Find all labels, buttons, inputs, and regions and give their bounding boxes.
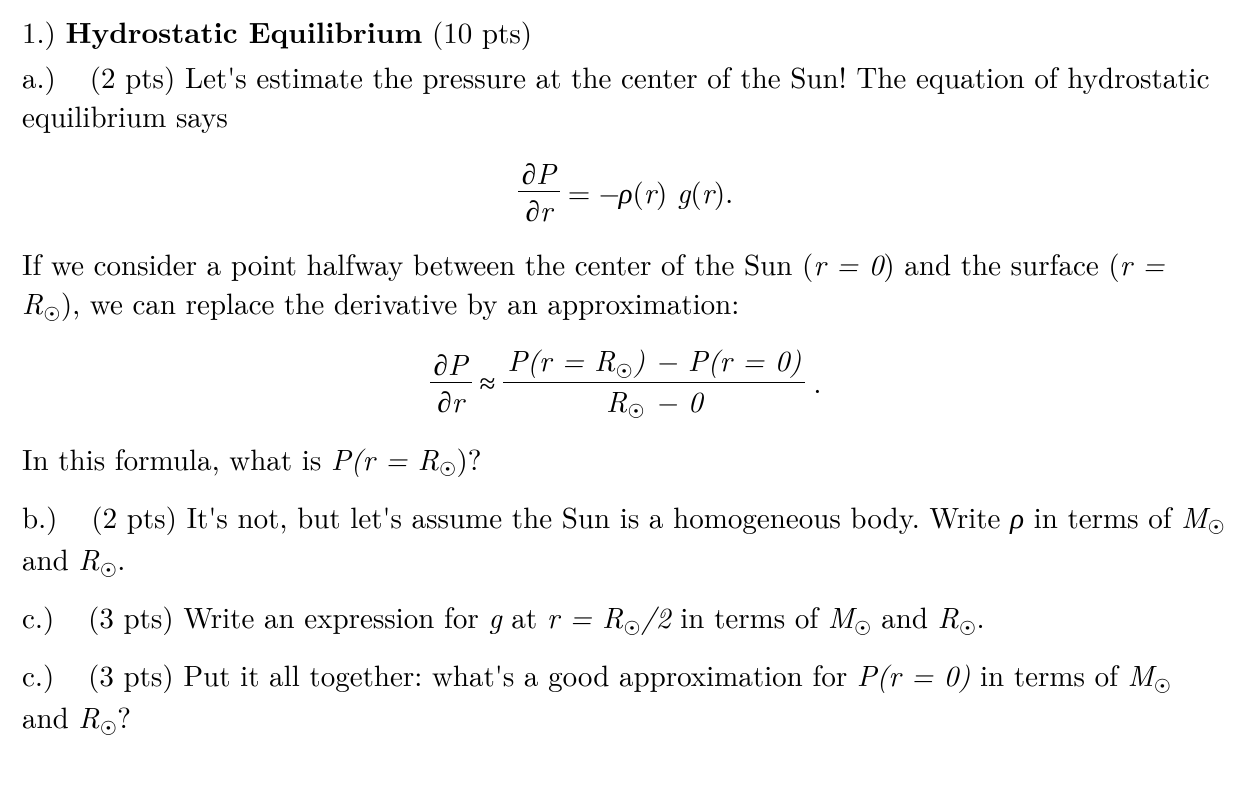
sun-symbol-icon: ☉ [623,613,641,641]
equation-hydrostatic: ∂P ∂r = −ρ(r) g(r). [22,153,1227,226]
sun-symbol-icon: ☉ [615,356,633,384]
eq2-tail: . [813,362,821,401]
eq2-lhs-num: ∂P [430,347,472,382]
part-c-second: c.) (3 pts) Put it all together: what's … [22,655,1227,739]
part-b-label: b.) [22,496,57,537]
problem-points: (10 pts) [432,11,532,52]
part-a-text-3: In this formula, what is P(r = R☉)? [22,439,1227,481]
sun-symbol-icon: ☉ [1154,671,1172,699]
sun-symbol-icon: ☉ [43,299,61,327]
problem-title: Hydrostatic Equilibrium [66,10,423,52]
part-a-sentence-1: Let's estimate the pressure at the cente… [22,56,1209,136]
part-a-text-2: If we consider a point halfway between t… [22,244,1227,325]
part-b-points: (2 pts) [91,496,177,537]
part-a-points: (2 pts) [90,56,176,97]
part-c-first: c.) (3 pts) Write an expression for g at… [22,597,1227,639]
part-b: b.) (2 pts) It's not, but let's assume t… [22,497,1227,581]
problem-number: 1.) [22,11,56,52]
sun-symbol-icon: ☉ [439,454,457,482]
sun-symbol-icon: ☉ [1207,512,1225,540]
sun-symbol-icon: ☉ [854,613,872,641]
eq1-rhs: −ρ(r) g(r). [596,172,733,211]
part-c2-label: c.) [22,654,54,695]
equation-approx: ∂P ∂r ≈ P(r = R☉) − P(r = 0) R☉ − 0 . [22,343,1227,420]
eq1-op: = [568,172,591,211]
sun-symbol-icon: ☉ [627,396,645,424]
sun-symbol-icon: ☉ [100,713,118,741]
part-a-text-1: a.) (2 pts) Let's estimate the pressure … [22,57,1227,135]
part-c1-label: c.) [22,596,54,637]
problem-heading: 1.) Hydrostatic Equilibrium (10 pts) [22,12,1227,51]
part-a-label: a.) [22,56,56,97]
eq1-den: ∂r [518,192,560,226]
sun-symbol-icon: ☉ [100,555,118,583]
eq2-op: ≈ [480,362,496,401]
eq2-rhs-den: R☉ − 0 [503,383,805,421]
part-c2-points: (3 pts) [88,654,174,695]
eq2-rhs-num: P(r = R☉) − P(r = 0) [503,343,805,382]
eq1-num: ∂P [518,156,560,191]
part-c1-points: (3 pts) [88,596,174,637]
eq2-rhs-frac: P(r = R☉) − P(r = 0) R☉ − 0 [503,343,805,420]
eq2-lhs-den: ∂r [430,383,472,417]
eq2-lhs-frac: ∂P ∂r [430,347,472,417]
eq1-lhs-frac: ∂P ∂r [518,156,560,226]
sun-symbol-icon: ☉ [959,613,977,641]
